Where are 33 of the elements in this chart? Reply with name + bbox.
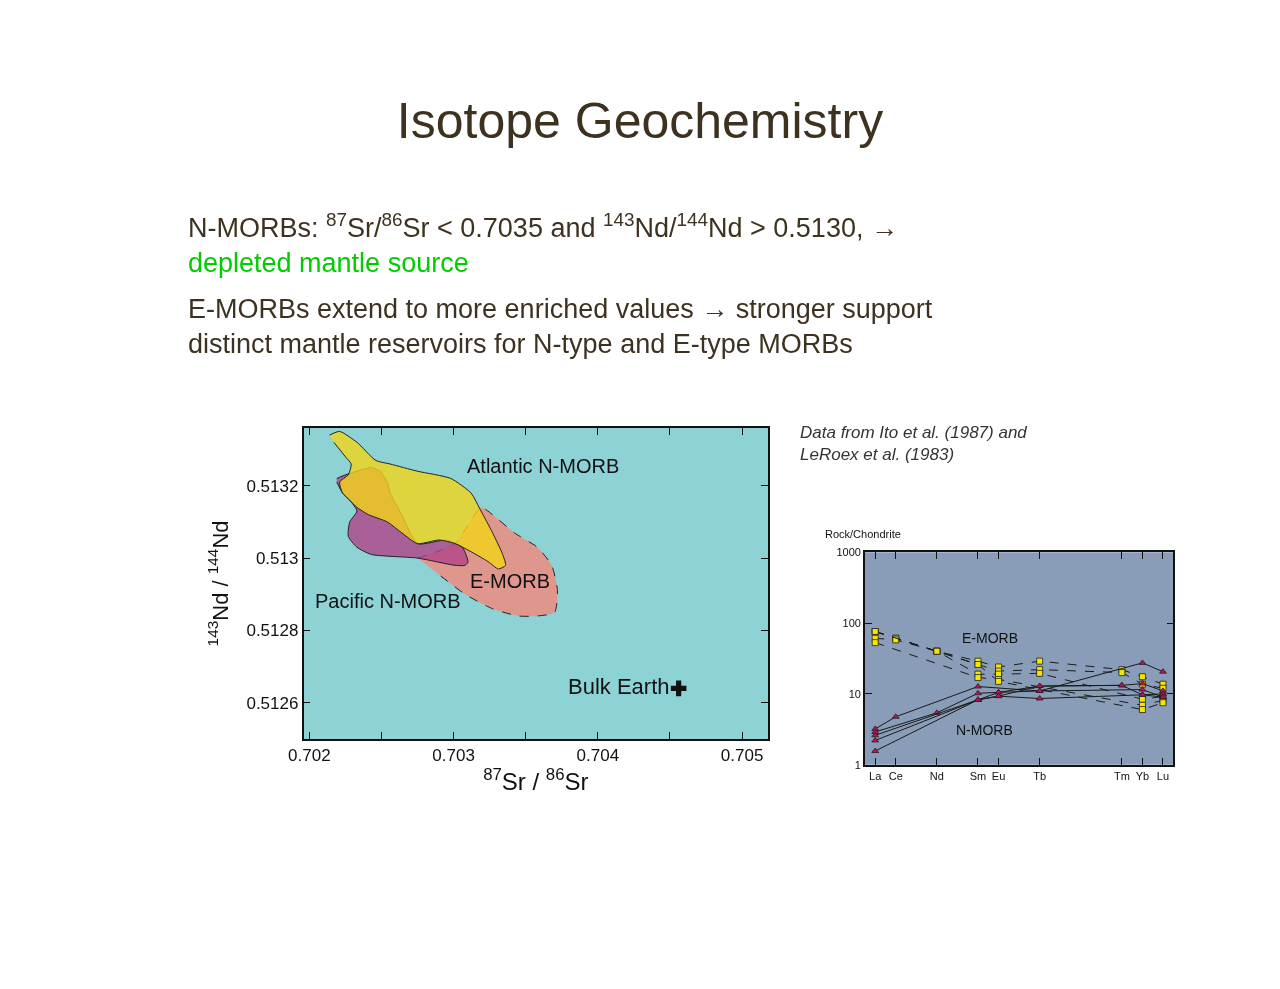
y-tick-label: 10 (848, 687, 861, 700)
x-tick-label: 0.702 (288, 746, 331, 766)
y-tick-label: 0.513 (255, 549, 299, 569)
x-axis-title: $^{87}$Sr / $^{86}$Sr (483, 765, 589, 796)
text: E-MORBs extend to more enriched values → stronger support distinct mantle reservoirs for N-type and E-type MORBs (188, 294, 933, 360)
x-tick-label: Sm (969, 769, 987, 782)
x-tick-label: Nd (929, 769, 944, 782)
x-tick-label: Tb (1033, 769, 1047, 782)
y-tick-label: 0.5132 (246, 476, 299, 496)
annotation: Atlantic N-MORB (467, 455, 620, 477)
x-tick-label: 0.704 (576, 746, 620, 766)
x-tick-label: Yb (1135, 769, 1150, 782)
text: Data from Ito et al. (1987) and LeRoex et al. (1983) (800, 423, 1028, 465)
x-tick-label: 0.705 (720, 746, 764, 766)
x-tick-label: Lu (1156, 769, 1170, 782)
y-tick-label: 0.5128 (246, 621, 299, 641)
annotation: Pacific N-MORB (315, 590, 461, 612)
y-tick-label: 100 (842, 616, 861, 629)
annotation: E-MORB (470, 570, 550, 592)
annotation: N-MORB (956, 722, 1013, 738)
annotation: E-MORB (962, 630, 1018, 646)
y-tick-label: 1 (854, 758, 861, 771)
x-tick-label: 0.703 (432, 746, 475, 766)
y-tick-label: 1000 (836, 546, 861, 559)
text: N-MORBs: $^{87}$Sr/$^{86}$Sr < 0.7035 and $^{143}$Nd/$^{144}$Nd > 0.5130, → depleted mantle source (188, 209, 898, 279)
series-label: Bulk Earth (568, 673, 670, 699)
y-tick-label: 0.5126 (246, 693, 299, 713)
y-axis-title: Rock/Chondrite (825, 528, 901, 540)
x-tick-label: Tm (1113, 769, 1130, 782)
x-tick-label: Eu (991, 769, 1006, 782)
chart-title: Isotope Geochemistry (396, 92, 884, 149)
x-tick-label: Ce (888, 769, 903, 782)
x-tick-label: La (869, 769, 883, 782)
